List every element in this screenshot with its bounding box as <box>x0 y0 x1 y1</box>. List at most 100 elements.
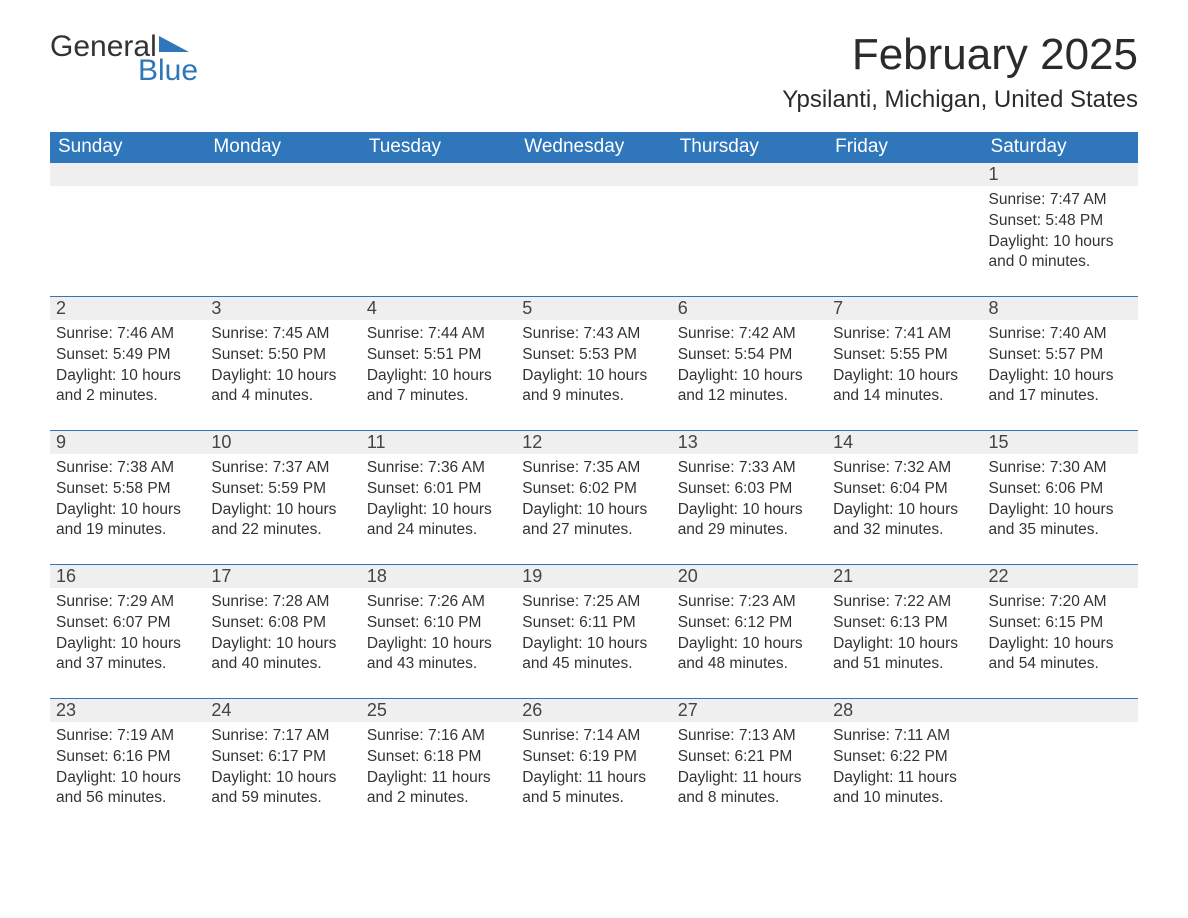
day-cell: 6Sunrise: 7:42 AMSunset: 5:54 PMDaylight… <box>672 297 827 431</box>
day-details: Sunrise: 7:29 AMSunset: 6:07 PMDaylight:… <box>50 588 205 682</box>
day-daylight: Daylight: 10 hours and 19 minutes. <box>56 500 199 540</box>
day-sunrise: Sunrise: 7:13 AM <box>678 726 821 746</box>
day-details: Sunrise: 7:19 AMSunset: 6:16 PMDaylight:… <box>50 722 205 816</box>
day-details: Sunrise: 7:11 AMSunset: 6:22 PMDaylight:… <box>827 722 982 816</box>
day-header: Monday <box>205 132 360 163</box>
day-sunset: Sunset: 5:50 PM <box>211 345 354 365</box>
day-number: 10 <box>205 431 360 454</box>
day-details: Sunrise: 7:41 AMSunset: 5:55 PMDaylight:… <box>827 320 982 414</box>
day-cell: 7Sunrise: 7:41 AMSunset: 5:55 PMDaylight… <box>827 297 982 431</box>
day-number: 19 <box>516 565 671 588</box>
day-daylight: Daylight: 10 hours and 27 minutes. <box>522 500 665 540</box>
day-details: Sunrise: 7:42 AMSunset: 5:54 PMDaylight:… <box>672 320 827 414</box>
day-header: Sunday <box>50 132 205 163</box>
day-header: Tuesday <box>361 132 516 163</box>
day-sunrise: Sunrise: 7:45 AM <box>211 324 354 344</box>
week-row: 16Sunrise: 7:29 AMSunset: 6:07 PMDayligh… <box>50 565 1138 699</box>
day-cell <box>983 699 1138 833</box>
day-details: Sunrise: 7:22 AMSunset: 6:13 PMDaylight:… <box>827 588 982 682</box>
day-cell <box>827 163 982 297</box>
day-number: 17 <box>205 565 360 588</box>
day-cell: 18Sunrise: 7:26 AMSunset: 6:10 PMDayligh… <box>361 565 516 699</box>
day-cell: 5Sunrise: 7:43 AMSunset: 5:53 PMDaylight… <box>516 297 671 431</box>
day-cell: 23Sunrise: 7:19 AMSunset: 6:16 PMDayligh… <box>50 699 205 833</box>
day-cell <box>672 163 827 297</box>
day-sunrise: Sunrise: 7:41 AM <box>833 324 976 344</box>
day-daylight: Daylight: 10 hours and 12 minutes. <box>678 366 821 406</box>
day-number <box>205 163 360 186</box>
day-number: 23 <box>50 699 205 722</box>
day-details: Sunrise: 7:35 AMSunset: 6:02 PMDaylight:… <box>516 454 671 548</box>
day-cell: 17Sunrise: 7:28 AMSunset: 6:08 PMDayligh… <box>205 565 360 699</box>
day-cell <box>516 163 671 297</box>
day-details: Sunrise: 7:17 AMSunset: 6:17 PMDaylight:… <box>205 722 360 816</box>
day-cell: 2Sunrise: 7:46 AMSunset: 5:49 PMDaylight… <box>50 297 205 431</box>
day-daylight: Daylight: 10 hours and 32 minutes. <box>833 500 976 540</box>
day-sunrise: Sunrise: 7:42 AM <box>678 324 821 344</box>
day-header: Saturday <box>983 132 1138 163</box>
day-sunset: Sunset: 6:04 PM <box>833 479 976 499</box>
day-header: Friday <box>827 132 982 163</box>
day-number: 26 <box>516 699 671 722</box>
day-number <box>983 699 1138 722</box>
day-details: Sunrise: 7:25 AMSunset: 6:11 PMDaylight:… <box>516 588 671 682</box>
day-cell: 3Sunrise: 7:45 AMSunset: 5:50 PMDaylight… <box>205 297 360 431</box>
day-number <box>516 163 671 186</box>
day-details: Sunrise: 7:20 AMSunset: 6:15 PMDaylight:… <box>983 588 1138 682</box>
day-daylight: Daylight: 10 hours and 14 minutes. <box>833 366 976 406</box>
day-daylight: Daylight: 11 hours and 8 minutes. <box>678 768 821 808</box>
day-sunset: Sunset: 6:22 PM <box>833 747 976 767</box>
day-daylight: Daylight: 10 hours and 48 minutes. <box>678 634 821 674</box>
day-sunset: Sunset: 6:18 PM <box>367 747 510 767</box>
week-row: 9Sunrise: 7:38 AMSunset: 5:58 PMDaylight… <box>50 431 1138 565</box>
day-sunrise: Sunrise: 7:16 AM <box>367 726 510 746</box>
day-daylight: Daylight: 10 hours and 22 minutes. <box>211 500 354 540</box>
day-sunrise: Sunrise: 7:37 AM <box>211 458 354 478</box>
day-number: 14 <box>827 431 982 454</box>
day-number: 18 <box>361 565 516 588</box>
day-cell: 16Sunrise: 7:29 AMSunset: 6:07 PMDayligh… <box>50 565 205 699</box>
day-details: Sunrise: 7:30 AMSunset: 6:06 PMDaylight:… <box>983 454 1138 548</box>
day-cell: 1Sunrise: 7:47 AMSunset: 5:48 PMDaylight… <box>983 163 1138 297</box>
day-details: Sunrise: 7:23 AMSunset: 6:12 PMDaylight:… <box>672 588 827 682</box>
day-sunrise: Sunrise: 7:26 AM <box>367 592 510 612</box>
day-sunset: Sunset: 6:02 PM <box>522 479 665 499</box>
day-daylight: Daylight: 11 hours and 10 minutes. <box>833 768 976 808</box>
day-sunset: Sunset: 6:19 PM <box>522 747 665 767</box>
week-row: 2Sunrise: 7:46 AMSunset: 5:49 PMDaylight… <box>50 297 1138 431</box>
day-cell: 15Sunrise: 7:30 AMSunset: 6:06 PMDayligh… <box>983 431 1138 565</box>
day-number: 28 <box>827 699 982 722</box>
day-number: 16 <box>50 565 205 588</box>
day-details: Sunrise: 7:47 AMSunset: 5:48 PMDaylight:… <box>983 186 1138 280</box>
day-cell: 11Sunrise: 7:36 AMSunset: 6:01 PMDayligh… <box>361 431 516 565</box>
day-details: Sunrise: 7:28 AMSunset: 6:08 PMDaylight:… <box>205 588 360 682</box>
day-sunset: Sunset: 5:57 PM <box>989 345 1132 365</box>
day-sunset: Sunset: 6:21 PM <box>678 747 821 767</box>
day-details: Sunrise: 7:44 AMSunset: 5:51 PMDaylight:… <box>361 320 516 414</box>
day-cell: 25Sunrise: 7:16 AMSunset: 6:18 PMDayligh… <box>361 699 516 833</box>
day-number: 24 <box>205 699 360 722</box>
day-sunset: Sunset: 6:13 PM <box>833 613 976 633</box>
day-sunrise: Sunrise: 7:29 AM <box>56 592 199 612</box>
day-daylight: Daylight: 10 hours and 0 minutes. <box>989 232 1132 272</box>
day-cell: 24Sunrise: 7:17 AMSunset: 6:17 PMDayligh… <box>205 699 360 833</box>
day-number <box>361 163 516 186</box>
day-details: Sunrise: 7:33 AMSunset: 6:03 PMDaylight:… <box>672 454 827 548</box>
day-sunset: Sunset: 5:55 PM <box>833 345 976 365</box>
day-daylight: Daylight: 11 hours and 2 minutes. <box>367 768 510 808</box>
day-cell <box>205 163 360 297</box>
day-details: Sunrise: 7:37 AMSunset: 5:59 PMDaylight:… <box>205 454 360 548</box>
day-sunset: Sunset: 5:54 PM <box>678 345 821 365</box>
day-number: 7 <box>827 297 982 320</box>
day-details: Sunrise: 7:40 AMSunset: 5:57 PMDaylight:… <box>983 320 1138 414</box>
day-sunset: Sunset: 6:03 PM <box>678 479 821 499</box>
day-number: 11 <box>361 431 516 454</box>
day-header: Thursday <box>672 132 827 163</box>
day-sunset: Sunset: 6:01 PM <box>367 479 510 499</box>
day-details: Sunrise: 7:14 AMSunset: 6:19 PMDaylight:… <box>516 722 671 816</box>
day-number: 5 <box>516 297 671 320</box>
day-header-row: SundayMondayTuesdayWednesdayThursdayFrid… <box>50 132 1138 163</box>
day-cell: 13Sunrise: 7:33 AMSunset: 6:03 PMDayligh… <box>672 431 827 565</box>
day-sunset: Sunset: 5:58 PM <box>56 479 199 499</box>
day-sunset: Sunset: 6:10 PM <box>367 613 510 633</box>
